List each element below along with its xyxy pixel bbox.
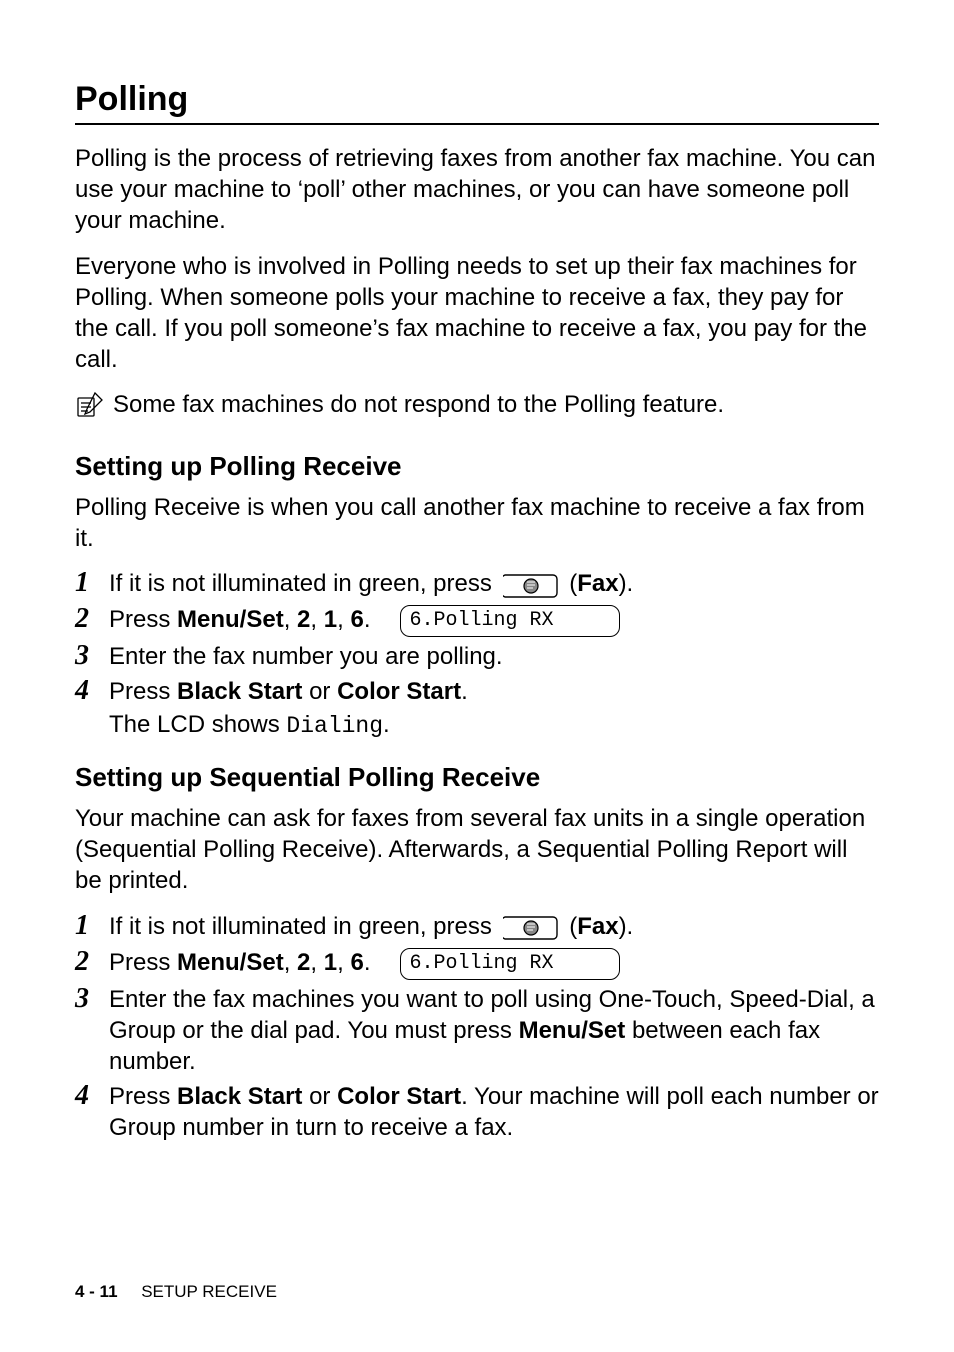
- step-text: (: [569, 913, 577, 940]
- footer-gap: [122, 1282, 136, 1301]
- color-start-label: Color Start: [337, 678, 461, 705]
- step-a3: 3 Enter the fax number you are polling.: [75, 641, 879, 672]
- step-text: or: [302, 678, 337, 705]
- step-text: Press: [109, 949, 177, 976]
- step-a2: 2 Press Menu/Set, 2, 1, 6. 6.Polling RX: [75, 604, 879, 637]
- step-number: 2: [75, 604, 109, 635]
- heading-setting-up-sequential-polling-receive: Setting up Sequential Polling Receive: [75, 762, 879, 793]
- section-a-intro: Polling Receive is when you call another…: [75, 492, 879, 554]
- step-text: Enter the fax number you are polling.: [109, 643, 503, 670]
- step-number: 3: [75, 641, 109, 672]
- color-start-label: Color Start: [337, 1083, 461, 1110]
- pencil-note-icon: [75, 389, 105, 419]
- fax-label: Fax: [577, 570, 618, 597]
- key-1: 1: [324, 606, 337, 633]
- step-body: If it is not illuminated in green, press…: [109, 911, 879, 943]
- lcd-dialing-text: Dialing: [286, 713, 383, 739]
- step-body: Enter the fax number you are polling.: [109, 641, 879, 672]
- step-text: .: [364, 949, 371, 976]
- step-text: (: [569, 570, 577, 597]
- lcd-display: 6.Polling RX: [400, 605, 620, 637]
- section-b-intro: Your machine can ask for faxes from seve…: [75, 803, 879, 897]
- intro-paragraph-1: Polling is the process of retrieving fax…: [75, 143, 879, 237]
- step-number: 4: [75, 676, 109, 707]
- key-2: 2: [297, 606, 310, 633]
- step-number: 1: [75, 568, 109, 599]
- fax-label: Fax: [577, 913, 618, 940]
- step-text: ,: [284, 949, 297, 976]
- step-text: The LCD shows: [109, 711, 286, 738]
- step-a1: 1 If it is not illuminated in green, pre…: [75, 568, 879, 600]
- fax-button-icon: [503, 569, 559, 600]
- step-text: Press: [109, 678, 177, 705]
- step-a4: 4 Press Black Start or Color Start. The …: [75, 676, 879, 742]
- step-body: Press Black Start or Color Start. Your m…: [109, 1081, 879, 1143]
- page: Polling Polling is the process of retrie…: [0, 0, 954, 1352]
- step-text: ).: [619, 913, 634, 940]
- step-body: Press Menu/Set, 2, 1, 6. 6.Polling RX: [109, 604, 879, 637]
- menu-set-label: Menu/Set: [519, 1017, 626, 1044]
- note-text: Some fax machines do not respond to the …: [113, 389, 879, 420]
- step-text: .: [383, 711, 390, 738]
- step-body: Enter the fax machines you want to poll …: [109, 984, 879, 1078]
- step-text: Press: [109, 606, 177, 633]
- step-body: Press Menu/Set, 2, 1, 6. 6.Polling RX: [109, 947, 879, 980]
- lcd-display: 6.Polling RX: [400, 948, 620, 980]
- step-b4: 4 Press Black Start or Color Start. Your…: [75, 1081, 879, 1143]
- black-start-label: Black Start: [177, 678, 302, 705]
- step-text: .: [461, 678, 468, 705]
- step-text: ,: [284, 606, 297, 633]
- step-number: 4: [75, 1081, 109, 1112]
- step-number: 3: [75, 984, 109, 1015]
- step-text: .: [364, 606, 371, 633]
- step-b1: 1 If it is not illuminated in green, pre…: [75, 911, 879, 943]
- section-name: SETUP RECEIVE: [141, 1282, 277, 1301]
- step-number: 1: [75, 911, 109, 942]
- step-number: 2: [75, 947, 109, 978]
- step-text: ,: [310, 606, 323, 633]
- step-text: If it is not illuminated in green, press: [109, 913, 499, 940]
- fax-button-icon: [503, 912, 559, 943]
- step-b2: 2 Press Menu/Set, 2, 1, 6. 6.Polling RX: [75, 947, 879, 980]
- note-row: Some fax machines do not respond to the …: [75, 389, 879, 420]
- heading-setting-up-polling-receive: Setting up Polling Receive: [75, 451, 879, 482]
- step-b3: 3 Enter the fax machines you want to pol…: [75, 984, 879, 1078]
- step-text: ).: [619, 570, 634, 597]
- key-1: 1: [324, 949, 337, 976]
- step-text: ,: [310, 949, 323, 976]
- menu-set-label: Menu/Set: [177, 606, 284, 633]
- key-2: 2: [297, 949, 310, 976]
- page-number: 4 - 11: [75, 1282, 118, 1301]
- menu-set-label: Menu/Set: [177, 949, 284, 976]
- step-body: If it is not illuminated in green, press…: [109, 568, 879, 600]
- step-text: Press: [109, 1083, 177, 1110]
- page-footer: 4 - 11 SETUP RECEIVE: [75, 1282, 277, 1302]
- step-text: or: [302, 1083, 337, 1110]
- black-start-label: Black Start: [177, 1083, 302, 1110]
- key-6: 6: [350, 949, 363, 976]
- step-text: ,: [337, 949, 350, 976]
- step-body: Press Black Start or Color Start. The LC…: [109, 676, 879, 742]
- intro-paragraph-2: Everyone who is involved in Polling need…: [75, 251, 879, 376]
- step-text: If it is not illuminated in green, press: [109, 570, 499, 597]
- key-6: 6: [350, 606, 363, 633]
- heading-polling: Polling: [75, 80, 879, 119]
- step-text: ,: [337, 606, 350, 633]
- heading-rule: [75, 123, 879, 125]
